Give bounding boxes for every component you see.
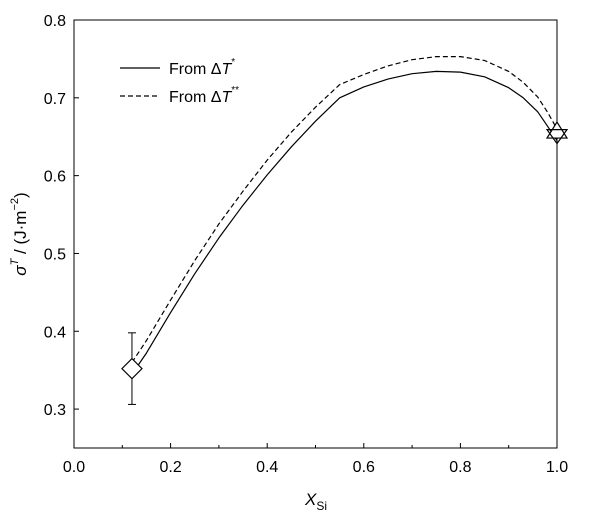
y-tick-label-2: 0.5	[44, 246, 66, 263]
y-tick-label-3: 0.6	[44, 169, 66, 186]
y-axis-title: σT / (J·m−2)	[9, 192, 30, 275]
x-axis-title: XSi	[304, 490, 327, 513]
x-axis: 0.0 0.2 0.4 0.6 0.8 1.0	[63, 443, 568, 476]
x-tick-label-1: 0.2	[159, 459, 181, 476]
y-tick-label-1: 0.4	[44, 324, 66, 341]
series-layer	[131, 55, 558, 375]
y-tick-label-0: 0.3	[44, 402, 66, 419]
legend-label-dashed: From ΔT**	[169, 85, 239, 106]
y-tick-label-5: 0.8	[44, 13, 66, 30]
plot-area	[73, 19, 558, 449]
series-line-solid	[131, 70, 558, 375]
plot-frame	[73, 19, 558, 449]
x-tick-label-4: 0.8	[449, 459, 471, 476]
y-axis: 0.3 0.4 0.5 0.6 0.7 0.8	[44, 13, 79, 419]
x-tick-label-3: 0.6	[353, 459, 375, 476]
triangle-down-marker	[545, 129, 569, 145]
x-tick-label-0: 0.0	[63, 459, 85, 476]
legend-label-solid: From ΔT*	[169, 57, 235, 78]
y-tick-label-4: 0.7	[44, 91, 66, 108]
series-line-dashed	[131, 55, 558, 363]
legend: From ΔT* From ΔT**	[120, 57, 239, 106]
diamond-marker	[121, 357, 143, 380]
x-tick-label-5: 1.0	[546, 459, 568, 476]
marker-layer	[121, 120, 569, 405]
x-tick-label-2: 0.4	[256, 459, 278, 476]
